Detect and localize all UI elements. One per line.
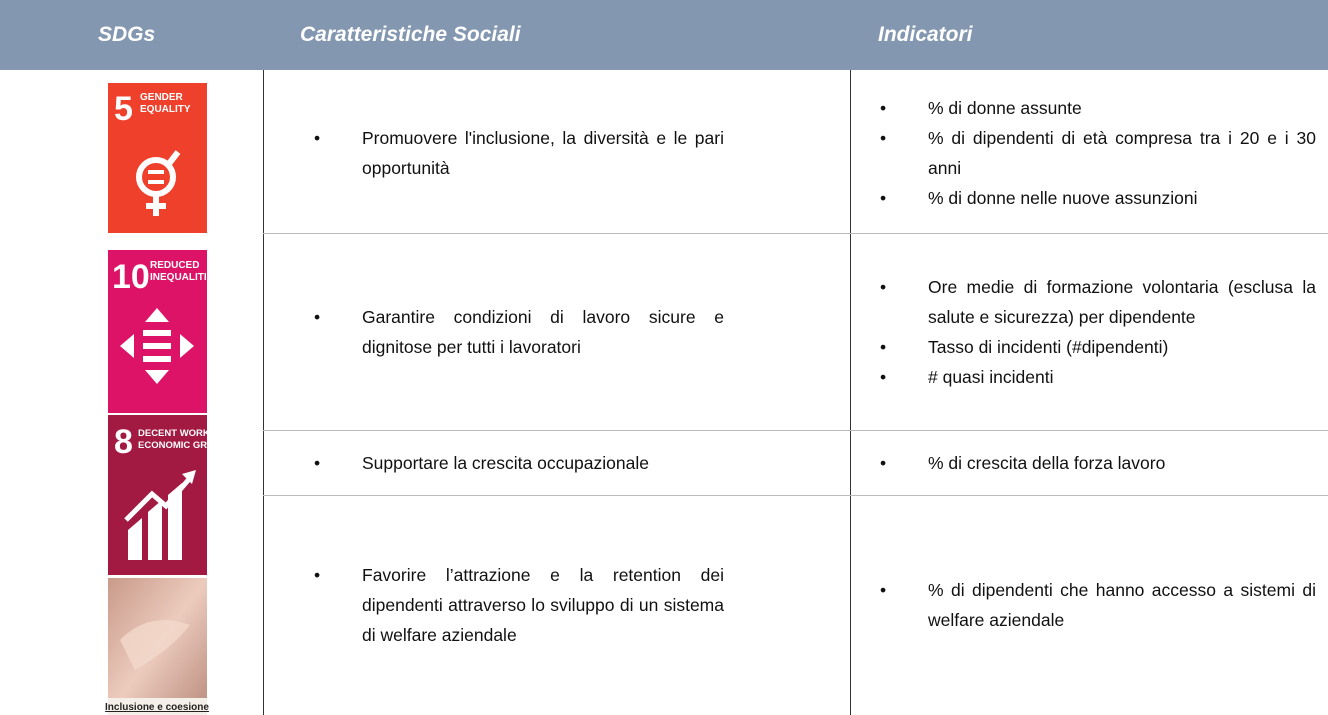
header: SDGs Caratteristiche Sociali Indicatori xyxy=(0,0,1328,70)
sdg-label: EQUALITY xyxy=(140,104,191,115)
characteristic-cell: Garantire condizioni di lavoro sicure e … xyxy=(314,233,724,430)
row-line xyxy=(263,233,1328,234)
sdg-label: ECONOMIC GROWTH xyxy=(138,440,236,451)
indicators-cell: % di dipendenti che hanno accesso a sist… xyxy=(880,495,1316,715)
row-line xyxy=(263,430,1328,431)
indicator: # quasi incidenti xyxy=(880,362,1316,392)
indicators-cell: % di crescita della forza lavoro xyxy=(880,430,1316,495)
indicators-cell: Ore medie di formazione volontaria (escl… xyxy=(880,233,1316,430)
characteristic-cell: Favorire l’attrazione e la retention dei… xyxy=(314,495,724,715)
indicator: % di dipendenti che hanno accesso a sist… xyxy=(880,575,1316,635)
indicator: % di crescita della forza lavoro xyxy=(880,448,1165,478)
sdg-label: INEQUALITIES xyxy=(150,272,220,283)
sdg-label: DECENT WORK AND xyxy=(138,428,233,439)
column-line xyxy=(263,70,264,715)
sdg-label: REDUCED xyxy=(150,260,199,271)
indicator: % di donne nelle nuove assunzioni xyxy=(880,183,1316,213)
indicator: Ore medie di formazione volontaria (escl… xyxy=(880,272,1316,332)
indicators-cell: % di donne assunte% di dipendenti di età… xyxy=(880,72,1316,233)
indicator-list: % di donne assunte% di dipendenti di età… xyxy=(880,93,1316,213)
sdg-icon: Inclusione e coesione xyxy=(105,578,209,715)
sdg-icon: 8 DECENT WORK AND ECONOMIC GROWTH xyxy=(108,415,236,575)
indicator-list: Ore medie di formazione volontaria (escl… xyxy=(880,272,1316,392)
sdg-number: 10 xyxy=(112,258,150,296)
characteristic: Favorire l’attrazione e la retention dei… xyxy=(314,560,724,650)
characteristic: Garantire condizioni di lavoro sicure e … xyxy=(314,302,724,362)
indicator: % di dipendenti di età compresa tra i 20… xyxy=(880,123,1316,183)
characteristic: Promuovere l'inclusione, la diversità e … xyxy=(314,123,724,183)
column-line xyxy=(850,70,851,715)
sdg-number: 5 xyxy=(114,90,133,128)
indicator: % di donne assunte xyxy=(880,93,1316,123)
header-cell: Caratteristiche Sociali xyxy=(300,23,521,46)
sdg-icon: 5 GENDER EQUALITY xyxy=(108,83,207,233)
sdg-number: 8 xyxy=(114,423,133,461)
characteristic-cell: Supportare la crescita occupazionale xyxy=(314,430,724,495)
header-cell: SDGs xyxy=(98,23,156,46)
row-line xyxy=(263,495,1328,496)
characteristic-cell: Promuovere l'inclusione, la diversità e … xyxy=(314,72,724,233)
sdg-caption: Inclusione e coesione xyxy=(105,702,209,713)
characteristic: Supportare la crescita occupazionale xyxy=(314,448,649,478)
sdg-label: GENDER xyxy=(140,92,184,103)
indicator-list: % di crescita della forza lavoro xyxy=(880,448,1165,478)
sdg-icon: 10 REDUCED INEQUALITIES xyxy=(108,250,220,413)
indicator: Tasso di incidenti (#dipendenti) xyxy=(880,332,1316,362)
indicator-list: % di dipendenti che hanno accesso a sist… xyxy=(880,575,1316,635)
sdg-icons: 5 GENDER EQUALITY 10 REDUCED INEQUALITIE… xyxy=(105,83,236,715)
header-cell: Indicatori xyxy=(878,23,973,46)
